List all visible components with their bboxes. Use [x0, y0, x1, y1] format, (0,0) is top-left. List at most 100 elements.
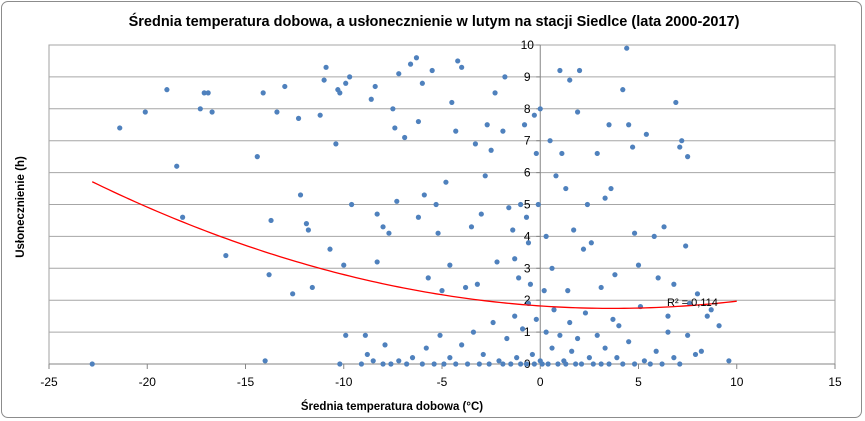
data-point — [598, 284, 604, 291]
y-tick-label: 8 — [524, 102, 531, 116]
data-point — [317, 112, 323, 118]
data-point — [500, 128, 506, 134]
data-point — [631, 230, 638, 236]
data-point — [630, 144, 636, 150]
data-point — [671, 281, 677, 287]
data-point — [516, 275, 522, 281]
data-point — [268, 217, 274, 224]
data-point — [631, 361, 638, 367]
data-point — [500, 361, 506, 367]
data-point — [694, 291, 701, 297]
data-point — [576, 67, 583, 74]
x-tick-label: 10 — [730, 375, 744, 389]
data-point — [223, 252, 229, 259]
y-tick-label: 9 — [524, 70, 531, 84]
y-tick-label: 3 — [524, 261, 531, 275]
data-point — [549, 265, 555, 271]
data-point — [653, 348, 659, 354]
data-point — [571, 227, 577, 233]
data-point — [437, 332, 443, 338]
data-point — [435, 230, 441, 236]
data-point — [504, 335, 510, 342]
data-point — [553, 173, 559, 179]
data-point — [521, 122, 528, 128]
data-point — [254, 154, 260, 160]
x-tick-label: 5 — [635, 375, 642, 389]
data-point — [476, 361, 482, 367]
data-point — [421, 192, 427, 198]
data-point — [606, 361, 612, 367]
data-point — [388, 361, 394, 367]
y-tick-label: 1 — [524, 325, 531, 339]
data-point — [610, 316, 616, 322]
data-point — [563, 361, 569, 367]
data-point — [626, 339, 632, 345]
data-point — [726, 358, 732, 364]
data-point — [590, 361, 596, 367]
data-point — [716, 323, 722, 329]
data-point — [343, 332, 349, 338]
data-point — [305, 227, 311, 233]
data-point — [392, 125, 398, 131]
data-point — [531, 361, 537, 367]
data-point — [679, 138, 685, 144]
data-point — [683, 243, 689, 249]
data-point — [608, 185, 614, 192]
data-point — [394, 198, 400, 204]
data-point — [523, 361, 530, 367]
data-point — [209, 109, 215, 115]
data-point — [677, 144, 683, 150]
data-point — [665, 313, 671, 319]
data-point — [612, 272, 618, 278]
data-point — [142, 109, 148, 115]
data-point — [512, 313, 518, 319]
data-point — [413, 55, 420, 61]
data-point — [586, 355, 592, 361]
data-point — [533, 150, 539, 157]
data-point — [349, 201, 355, 208]
data-point — [468, 224, 475, 230]
data-point — [567, 77, 573, 83]
data-point — [598, 361, 604, 367]
data-point — [370, 358, 376, 364]
data-point — [578, 361, 585, 367]
x-tick-label: -15 — [237, 375, 255, 389]
data-point — [407, 61, 414, 67]
data-point — [543, 329, 549, 335]
data-point — [478, 211, 484, 217]
data-point — [425, 275, 431, 281]
data-point — [541, 288, 547, 294]
data-point — [525, 240, 532, 246]
data-point — [197, 106, 203, 112]
data-point — [282, 83, 288, 90]
data-point — [295, 115, 302, 121]
data-point — [594, 332, 600, 338]
data-point — [490, 319, 496, 326]
data-point — [584, 201, 591, 208]
data-point — [323, 64, 329, 70]
data-point — [512, 256, 518, 262]
data-point — [549, 345, 555, 351]
x-tick-label: 0 — [537, 375, 544, 389]
data-point — [374, 211, 380, 217]
data-point — [260, 90, 266, 96]
data-point — [547, 138, 553, 144]
data-point — [396, 358, 402, 364]
data-point — [641, 358, 647, 364]
data-point — [557, 67, 563, 74]
data-point — [341, 262, 347, 268]
data-point — [415, 214, 422, 220]
data-point — [441, 361, 447, 367]
trendline — [91, 181, 737, 310]
data-point — [606, 122, 612, 128]
data-point — [274, 109, 280, 115]
data-point — [396, 71, 402, 77]
r-squared-label: R² = 0,114 — [667, 297, 718, 309]
data-point — [474, 281, 480, 287]
data-point — [429, 67, 435, 74]
data-point — [415, 118, 422, 125]
data-point — [164, 87, 170, 93]
data-point — [486, 361, 492, 367]
data-point — [431, 361, 437, 367]
